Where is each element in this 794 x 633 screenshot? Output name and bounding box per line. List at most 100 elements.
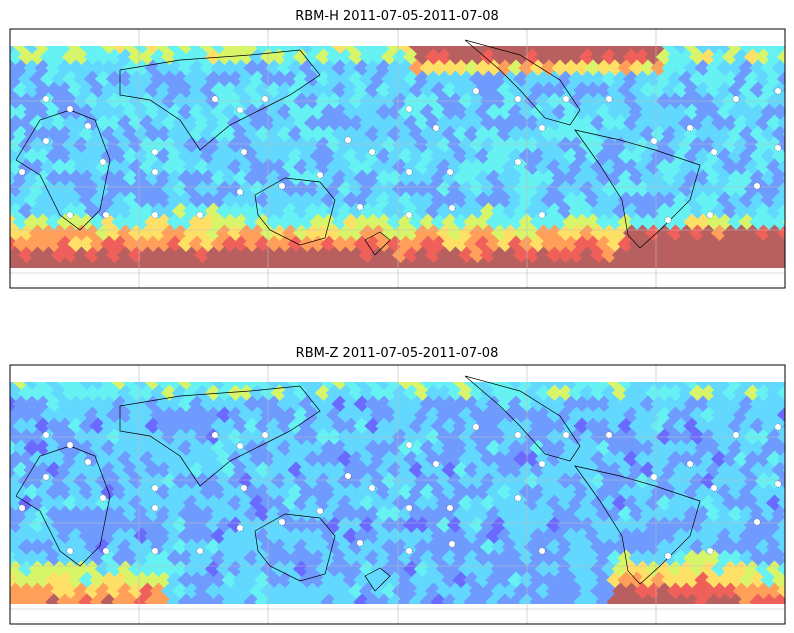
heat-cell xyxy=(177,257,195,268)
heat-cell xyxy=(474,257,492,268)
heat-cell xyxy=(645,268,662,285)
station-marker xyxy=(538,460,546,468)
heat-cell xyxy=(496,257,514,268)
coastline xyxy=(254,513,336,582)
heat-cell xyxy=(216,604,233,621)
coastline xyxy=(119,385,321,487)
heat-cell xyxy=(238,268,255,285)
heat-cell xyxy=(106,268,123,285)
heat-cell xyxy=(353,593,371,604)
heat-cell xyxy=(469,604,486,621)
heat-cell xyxy=(84,268,101,285)
heat-cell xyxy=(425,604,442,621)
heat-cell xyxy=(788,516,794,533)
heat-cell xyxy=(298,593,316,604)
heat-cell xyxy=(205,604,222,621)
heat-cell xyxy=(507,593,525,604)
heat-cell xyxy=(139,268,156,285)
heat-cell xyxy=(595,593,613,604)
heat-cell xyxy=(612,604,629,621)
heat-cell xyxy=(315,604,332,621)
heat-cell xyxy=(447,604,464,621)
heat-cell xyxy=(546,604,563,621)
heat-cell xyxy=(788,136,794,153)
coastline xyxy=(364,567,391,592)
heat-cell xyxy=(260,604,277,621)
heat-cell xyxy=(304,604,321,621)
heat-cell xyxy=(788,158,794,175)
panel-title: RBM-H 2011-07-05-2011-07-08 xyxy=(295,9,499,24)
heat-cell xyxy=(188,257,206,268)
station-marker xyxy=(66,441,74,449)
station-marker xyxy=(261,431,269,439)
station-marker xyxy=(236,524,244,532)
station-marker xyxy=(240,148,248,156)
heat-cell xyxy=(623,604,640,621)
heat-cell xyxy=(568,604,585,621)
heat-cell xyxy=(326,604,343,621)
heat-cell xyxy=(639,593,657,604)
heat-cell xyxy=(788,582,794,599)
station-marker xyxy=(151,211,159,219)
heat-cell xyxy=(216,268,233,285)
heat-cell xyxy=(386,257,404,268)
heat-cell xyxy=(194,604,211,621)
heat-cell xyxy=(722,604,739,621)
heat-cell xyxy=(683,593,701,604)
station-marker xyxy=(316,171,324,179)
heat-cell xyxy=(727,593,745,604)
heat-cell xyxy=(276,257,294,268)
heat-cell xyxy=(612,268,629,285)
station-marker xyxy=(446,504,454,512)
heat-cell xyxy=(645,604,662,621)
coastline xyxy=(574,465,701,585)
station-marker xyxy=(664,216,672,224)
station-marker xyxy=(84,122,92,130)
heat-cell xyxy=(271,604,288,621)
heat-cell xyxy=(95,604,112,621)
heat-cell xyxy=(513,604,530,621)
heat-cell xyxy=(397,593,415,604)
station-marker xyxy=(66,105,74,113)
station-marker xyxy=(706,547,714,555)
heat-cell xyxy=(584,593,602,604)
station-marker xyxy=(538,211,546,219)
heat-cell xyxy=(287,593,305,604)
heat-cell xyxy=(348,604,365,621)
heat-cell xyxy=(166,257,184,268)
heat-cell xyxy=(51,268,68,285)
heat-cell xyxy=(535,604,552,621)
heat-cell xyxy=(309,257,327,268)
heat-cell xyxy=(40,604,57,621)
heat-cell xyxy=(392,268,409,285)
heat-cell xyxy=(760,593,778,604)
heat-cell xyxy=(183,604,200,621)
heat-cell xyxy=(788,472,794,489)
station-marker xyxy=(514,95,522,103)
heat-cell xyxy=(29,268,46,285)
heat-cell xyxy=(711,268,728,285)
heat-cell xyxy=(315,268,332,285)
station-marker xyxy=(42,473,50,481)
heat-cell xyxy=(656,268,673,285)
heat-cell xyxy=(78,257,96,268)
heat-cell xyxy=(700,604,717,621)
heat-cell xyxy=(546,268,563,285)
heat-cell xyxy=(381,604,398,621)
coastline xyxy=(119,49,321,151)
heatmap xyxy=(10,46,794,285)
heat-cell xyxy=(419,257,437,268)
heat-cell xyxy=(430,257,448,268)
heat-cell xyxy=(606,593,624,604)
station-marker xyxy=(405,211,413,219)
heat-cell xyxy=(513,268,530,285)
heat-cell xyxy=(56,257,74,268)
coastline xyxy=(364,231,391,256)
station-marker xyxy=(151,504,159,512)
heat-cell xyxy=(667,604,684,621)
station-marker xyxy=(432,460,440,468)
heat-cell xyxy=(436,604,453,621)
heat-cell xyxy=(788,180,794,197)
station-marker xyxy=(151,484,159,492)
